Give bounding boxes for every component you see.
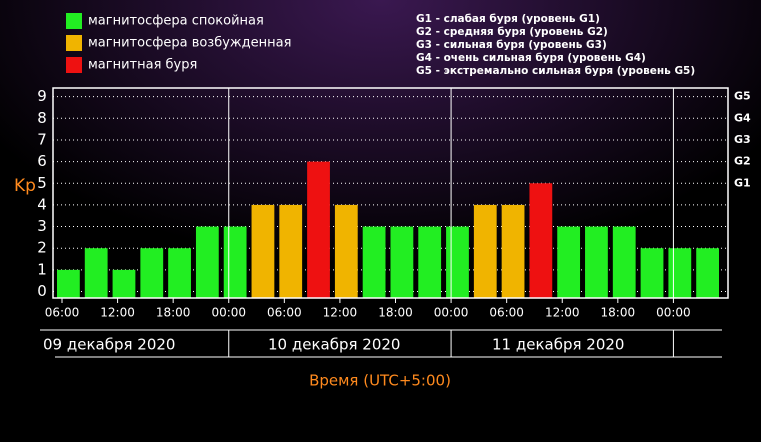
y-tick-label: 0: [37, 282, 47, 300]
date-label: 09 декабря 2020: [43, 336, 175, 354]
y-tick-label: 6: [37, 152, 47, 170]
y-tick-label: 8: [37, 109, 47, 127]
y-tick-label: 7: [37, 130, 47, 148]
y-tick-label: 4: [37, 195, 47, 213]
bar: [473, 204, 497, 298]
bar: [612, 226, 636, 298]
storm-level: G1 - слабая буря (уровень G1): [416, 13, 600, 25]
x-tick-label: 18:00: [601, 306, 636, 320]
bar: [585, 226, 608, 298]
legend-label: магнитная буря: [88, 58, 197, 73]
bar: [640, 248, 664, 298]
y2-tick-label: G3: [734, 133, 751, 146]
x-axis-label: Время (UTC+5:00): [309, 372, 451, 390]
bar: [529, 183, 553, 298]
x-tick-label: 00:00: [211, 306, 246, 320]
x-tick-label: 06:00: [45, 306, 80, 320]
date-label: 11 декабря 2020: [492, 336, 624, 354]
y-tick-label: 5: [37, 174, 47, 192]
bar: [696, 248, 719, 298]
bar: [668, 248, 692, 298]
legend-label: магнитосфера возбужденная: [88, 36, 291, 51]
bar: [362, 226, 386, 298]
bar: [57, 269, 80, 298]
bar: [223, 226, 247, 298]
y-tick-label: 3: [37, 217, 47, 235]
y-tick-label: 1: [37, 260, 47, 278]
x-tick-label: 18:00: [378, 306, 413, 320]
y2-tick-label: G5: [734, 90, 751, 103]
bar: [140, 248, 164, 298]
plot-frame: [52, 87, 729, 299]
storm-level: G3 - сильная буря (уровень G3): [416, 39, 607, 51]
x-tick-label: 18:00: [156, 306, 191, 320]
x-tick-label: 00:00: [656, 306, 691, 320]
date-label: 10 декабря 2020: [268, 336, 400, 354]
storm-level: G5 - экстремально сильная буря (уровень …: [416, 65, 695, 77]
bar: [279, 204, 303, 298]
storm-level: G4 - очень сильная буря (уровень G4): [416, 52, 646, 64]
bar: [168, 248, 191, 298]
x-tick-label: 06:00: [489, 306, 524, 320]
y2-tick-label: G4: [734, 111, 751, 124]
storm-level: G2 - средняя буря (уровень G2): [416, 26, 608, 38]
bar: [446, 226, 469, 298]
bar: [501, 204, 525, 298]
legend-label: магнитосфера спокойная: [88, 14, 264, 29]
legend-swatch: [66, 13, 82, 29]
legend-swatch: [66, 57, 82, 73]
x-tick-label: 00:00: [434, 306, 469, 320]
bar: [84, 248, 108, 298]
bar: [418, 226, 442, 298]
bar: [251, 204, 275, 298]
x-tick-label: 06:00: [267, 306, 302, 320]
x-tick-label: 12:00: [545, 306, 580, 320]
bar: [334, 204, 358, 298]
y-tick-label: 2: [37, 239, 47, 257]
bar: [195, 226, 219, 298]
bar: [307, 161, 330, 298]
bar: [390, 226, 414, 298]
x-tick-label: 12:00: [100, 306, 135, 320]
bar: [557, 226, 581, 298]
y-axis-label: Kp: [14, 176, 36, 196]
legend-swatch: [66, 35, 82, 51]
y2-tick-label: G1: [734, 176, 751, 189]
x-tick-label: 12:00: [323, 306, 358, 320]
y-tick-label: 9: [37, 87, 47, 105]
y2-tick-label: G2: [734, 155, 751, 168]
bar: [112, 269, 136, 298]
